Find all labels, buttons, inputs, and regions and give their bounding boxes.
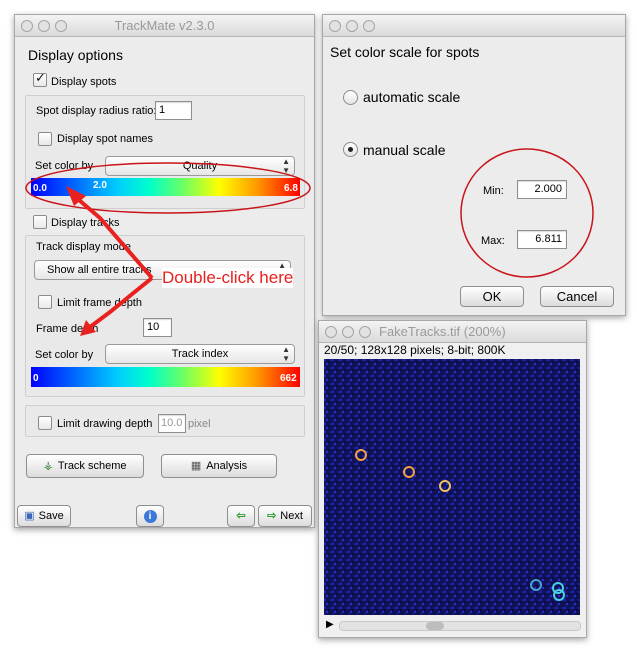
frame-scrollbar-track[interactable]: [339, 621, 581, 631]
automatic-scale-label: automatic scale: [363, 89, 461, 105]
image-window: FakeTracks.tif (200%) 20/50; 128x128 pix…: [318, 320, 587, 638]
min-label: Min:: [483, 185, 504, 197]
display-tracks-checkbox[interactable]: [33, 215, 47, 229]
track-scheme-icon: ⚶: [43, 460, 53, 472]
minimize-window-button[interactable]: [346, 20, 358, 32]
min-input[interactable]: 2.000: [517, 180, 567, 199]
display-options-heading: Display options: [28, 47, 123, 63]
track-color-scale-bar[interactable]: [31, 367, 300, 387]
info-button[interactable]: i: [136, 505, 164, 527]
spot-radius-label: Spot display radius ratio:: [36, 105, 157, 117]
limit-frame-depth-label: Limit frame depth: [57, 297, 142, 309]
track-scheme-button[interactable]: ⚶ Track scheme: [26, 454, 144, 478]
image-window-titlebar[interactable]: FakeTracks.tif (200%): [319, 321, 586, 343]
display-spots-checkbox[interactable]: [33, 70, 47, 87]
spot-scale-min-label: 0.0: [33, 183, 47, 194]
zoom-window-button[interactable]: [55, 20, 67, 32]
max-label: Max:: [481, 235, 505, 247]
image-info-line: 20/50; 128x128 pixels; 8-bit; 800K: [324, 343, 506, 357]
minimize-window-button[interactable]: [342, 326, 354, 338]
track-color-by-value: Track index: [171, 348, 229, 360]
frame-depth-input[interactable]: 10: [143, 318, 172, 337]
max-input[interactable]: 6.811: [517, 230, 567, 249]
save-button-label: Save: [38, 510, 64, 522]
limit-drawing-depth-checkbox[interactable]: [38, 416, 52, 430]
close-window-button[interactable]: [329, 20, 341, 32]
analysis-button-label: Analysis: [206, 460, 248, 472]
trackmate-titlebar[interactable]: TrackMate v2.3.0: [15, 15, 314, 37]
calculator-icon: ▦: [190, 460, 202, 472]
save-button[interactable]: ▣ Save: [17, 505, 71, 527]
window-controls: [325, 326, 376, 341]
ok-button[interactable]: OK: [460, 286, 524, 307]
spot-scale-mid-label: 2.0: [93, 180, 107, 191]
frame-scrollbar-thumb[interactable]: [426, 622, 444, 630]
image-canvas[interactable]: [324, 359, 580, 615]
annotation-text: Double-click here: [162, 268, 294, 288]
zoom-window-button[interactable]: [359, 326, 371, 338]
track-color-by-select[interactable]: Track index ▲ ▼: [105, 344, 295, 364]
save-icon: ▣: [24, 510, 35, 522]
track-display-mode-value: Show all entire tracks: [47, 264, 152, 276]
display-spot-names-checkbox[interactable]: [38, 132, 52, 146]
color-scale-dialog-title: Set color scale for spots: [330, 44, 480, 60]
spot-color-by-select[interactable]: Quality ▲ ▼: [105, 156, 295, 176]
drawing-depth-unit: pixel: [188, 418, 211, 430]
spot-scale-max-label: 6.8: [284, 183, 298, 194]
limit-drawing-depth-label: Limit drawing depth: [57, 418, 153, 430]
analysis-button[interactable]: ▦ Analysis: [161, 454, 277, 478]
image-window-title: FakeTracks.tif (200%): [379, 324, 506, 339]
zoom-window-button[interactable]: [363, 20, 375, 32]
track-display-mode-label: Track display mode: [36, 241, 131, 253]
automatic-scale-radio[interactable]: [343, 90, 358, 105]
arrow-left-icon: ⇦: [236, 510, 246, 522]
spot-marker: [552, 582, 564, 594]
spot-marker: [355, 449, 367, 461]
play-icon[interactable]: ▶: [326, 619, 334, 630]
chevron-updown-icon: ▲▼: [282, 345, 290, 363]
display-tracks-label: Display tracks: [51, 217, 120, 229]
track-scale-max-label: 662: [280, 373, 297, 384]
spot-set-color-by-label: Set color by: [35, 160, 94, 172]
spot-marker: [403, 466, 415, 478]
color-scale-titlebar[interactable]: [323, 15, 625, 37]
chevron-updown-icon: ▲▼: [282, 157, 290, 175]
spot-marker: [553, 589, 565, 601]
cancel-button[interactable]: Cancel: [540, 286, 614, 307]
window-controls: [329, 20, 380, 35]
display-spot-names-label: Display spot names: [57, 133, 153, 145]
close-window-button[interactable]: [325, 326, 337, 338]
spot-marker: [530, 579, 542, 591]
track-scheme-button-label: Track scheme: [57, 460, 127, 472]
frame-depth-label: Frame depth: [36, 323, 99, 335]
window-controls: [21, 20, 72, 35]
spot-color-scale-bar[interactable]: [31, 178, 300, 196]
drawing-depth-input[interactable]: 10.0: [158, 414, 186, 433]
spot-marker: [439, 480, 451, 492]
trackmate-title: TrackMate v2.3.0: [114, 18, 215, 33]
close-window-button[interactable]: [21, 20, 33, 32]
next-button[interactable]: ⇨ Next: [258, 505, 312, 527]
next-button-label: Next: [280, 510, 303, 522]
spot-color-by-value: Quality: [182, 160, 218, 172]
track-scale-min-label: 0: [33, 373, 39, 384]
info-icon: i: [143, 510, 157, 523]
manual-scale-radio[interactable]: [343, 142, 358, 157]
display-spots-label: Display spots: [51, 76, 117, 88]
spot-radius-input[interactable]: 1: [155, 101, 192, 120]
previous-button[interactable]: ⇦: [227, 505, 255, 527]
color-scale-dialog: Set color scale for spots automatic scal…: [322, 14, 626, 316]
limit-frame-depth-checkbox[interactable]: [38, 295, 52, 309]
manual-scale-label: manual scale: [363, 142, 446, 158]
minimize-window-button[interactable]: [38, 20, 50, 32]
arrow-right-icon: ⇨: [267, 510, 277, 522]
image-spots: [324, 359, 580, 615]
track-set-color-by-label: Set color by: [35, 349, 94, 361]
